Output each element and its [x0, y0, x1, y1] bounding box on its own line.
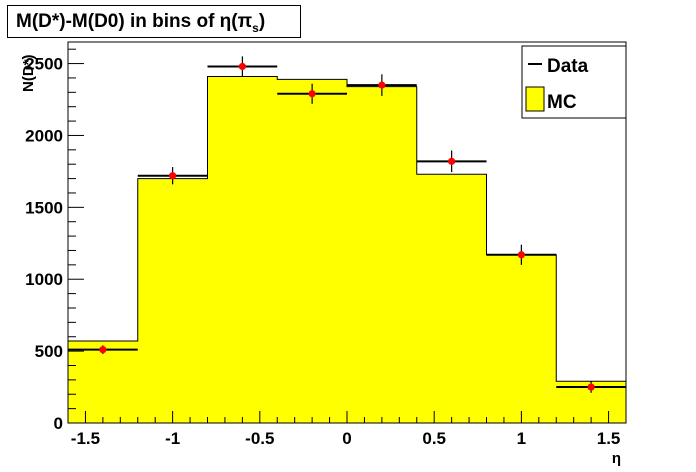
data-points-layer [68, 56, 626, 393]
y-tick-label: 1500 [25, 198, 63, 217]
data-marker [169, 172, 177, 180]
data-marker [99, 346, 107, 354]
chart-title-subscript: s [252, 21, 259, 35]
axes-layer: -1.5 -1 -0.5 0 0.5 1 1.5 0 500 1000 1500 2000 2500 [25, 48, 627, 448]
y-tick-label: 500 [35, 342, 63, 361]
x-tick-label: 0 [342, 429, 351, 448]
y-tick-label: 2000 [25, 126, 63, 145]
data-point [68, 345, 138, 354]
y-tick-label: 0 [54, 414, 63, 433]
data-point [486, 244, 557, 265]
chart-title-close: ) [258, 11, 266, 32]
x-tick-label: -0.5 [245, 429, 274, 448]
y-tick-label: 2500 [25, 55, 63, 74]
data-marker [587, 383, 595, 391]
data-marker [238, 62, 246, 71]
data-point [277, 83, 347, 104]
mc-histogram-layer [67, 76, 627, 424]
x-tick-label: -1.5 [71, 429, 100, 448]
mc-histogram [67, 76, 627, 424]
data-marker [378, 81, 386, 89]
y-tick-label: 1000 [25, 270, 63, 289]
x-axis-title: η [612, 450, 621, 467]
legend-entry-mc: MC [547, 92, 577, 113]
legend-entry-data: Data [547, 56, 589, 77]
data-point [347, 74, 417, 96]
x-tick-label: 1 [517, 429, 526, 448]
data-marker [517, 251, 525, 259]
y-axis-title: N(D*) [20, 55, 37, 93]
data-point [556, 381, 626, 393]
chart-title-main: M(D*)-M(D0) in bins of η(π [16, 11, 253, 32]
data-point [416, 150, 487, 173]
x-tick-label: 0.5 [422, 429, 446, 448]
chart-title: M(D*)-M(D0) in bins of η(πs) [7, 5, 301, 38]
data-marker [448, 157, 456, 165]
x-tick-label: 1.5 [597, 429, 621, 448]
x-tick-label: -1 [165, 429, 180, 448]
data-marker [308, 90, 316, 98]
data-point [137, 167, 208, 185]
data-point [207, 56, 278, 77]
legend: Data MC [521, 45, 627, 119]
legend-mc-swatch [525, 86, 545, 112]
